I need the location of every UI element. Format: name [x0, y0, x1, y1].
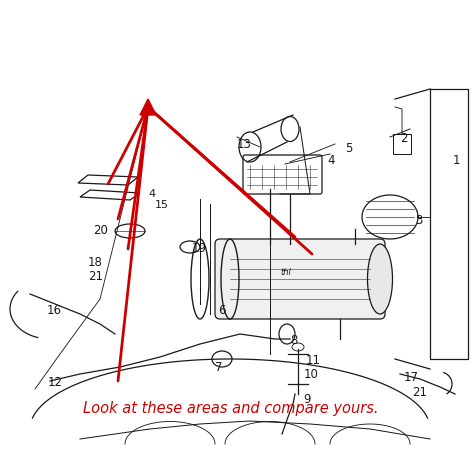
- Text: 5: 5: [345, 141, 352, 154]
- Text: 6: 6: [218, 303, 226, 316]
- Text: 18: 18: [88, 256, 103, 269]
- Text: 4: 4: [148, 188, 155, 198]
- Ellipse shape: [367, 244, 392, 314]
- Text: 21: 21: [88, 270, 103, 283]
- Text: Look at these areas and compare yours.: Look at these areas and compare yours.: [83, 400, 378, 415]
- Text: 10: 10: [304, 368, 319, 381]
- Text: 20: 20: [93, 223, 108, 236]
- Text: 4: 4: [327, 153, 335, 166]
- Text: 7: 7: [215, 361, 222, 374]
- Text: 1: 1: [453, 153, 461, 166]
- Text: 9: 9: [303, 393, 310, 405]
- Text: 12: 12: [48, 376, 63, 389]
- FancyBboxPatch shape: [215, 239, 385, 319]
- Text: 8: 8: [290, 333, 297, 346]
- Polygon shape: [140, 100, 156, 116]
- Text: 19: 19: [192, 241, 207, 254]
- Text: 21: 21: [412, 386, 427, 399]
- Text: thl: thl: [280, 268, 291, 276]
- Text: 17: 17: [404, 371, 419, 384]
- Text: 11: 11: [306, 353, 321, 366]
- Text: 2: 2: [400, 131, 408, 144]
- Text: 16: 16: [47, 303, 62, 316]
- Text: 13: 13: [237, 138, 252, 151]
- Text: 3: 3: [415, 213, 422, 226]
- Text: 15: 15: [155, 200, 169, 210]
